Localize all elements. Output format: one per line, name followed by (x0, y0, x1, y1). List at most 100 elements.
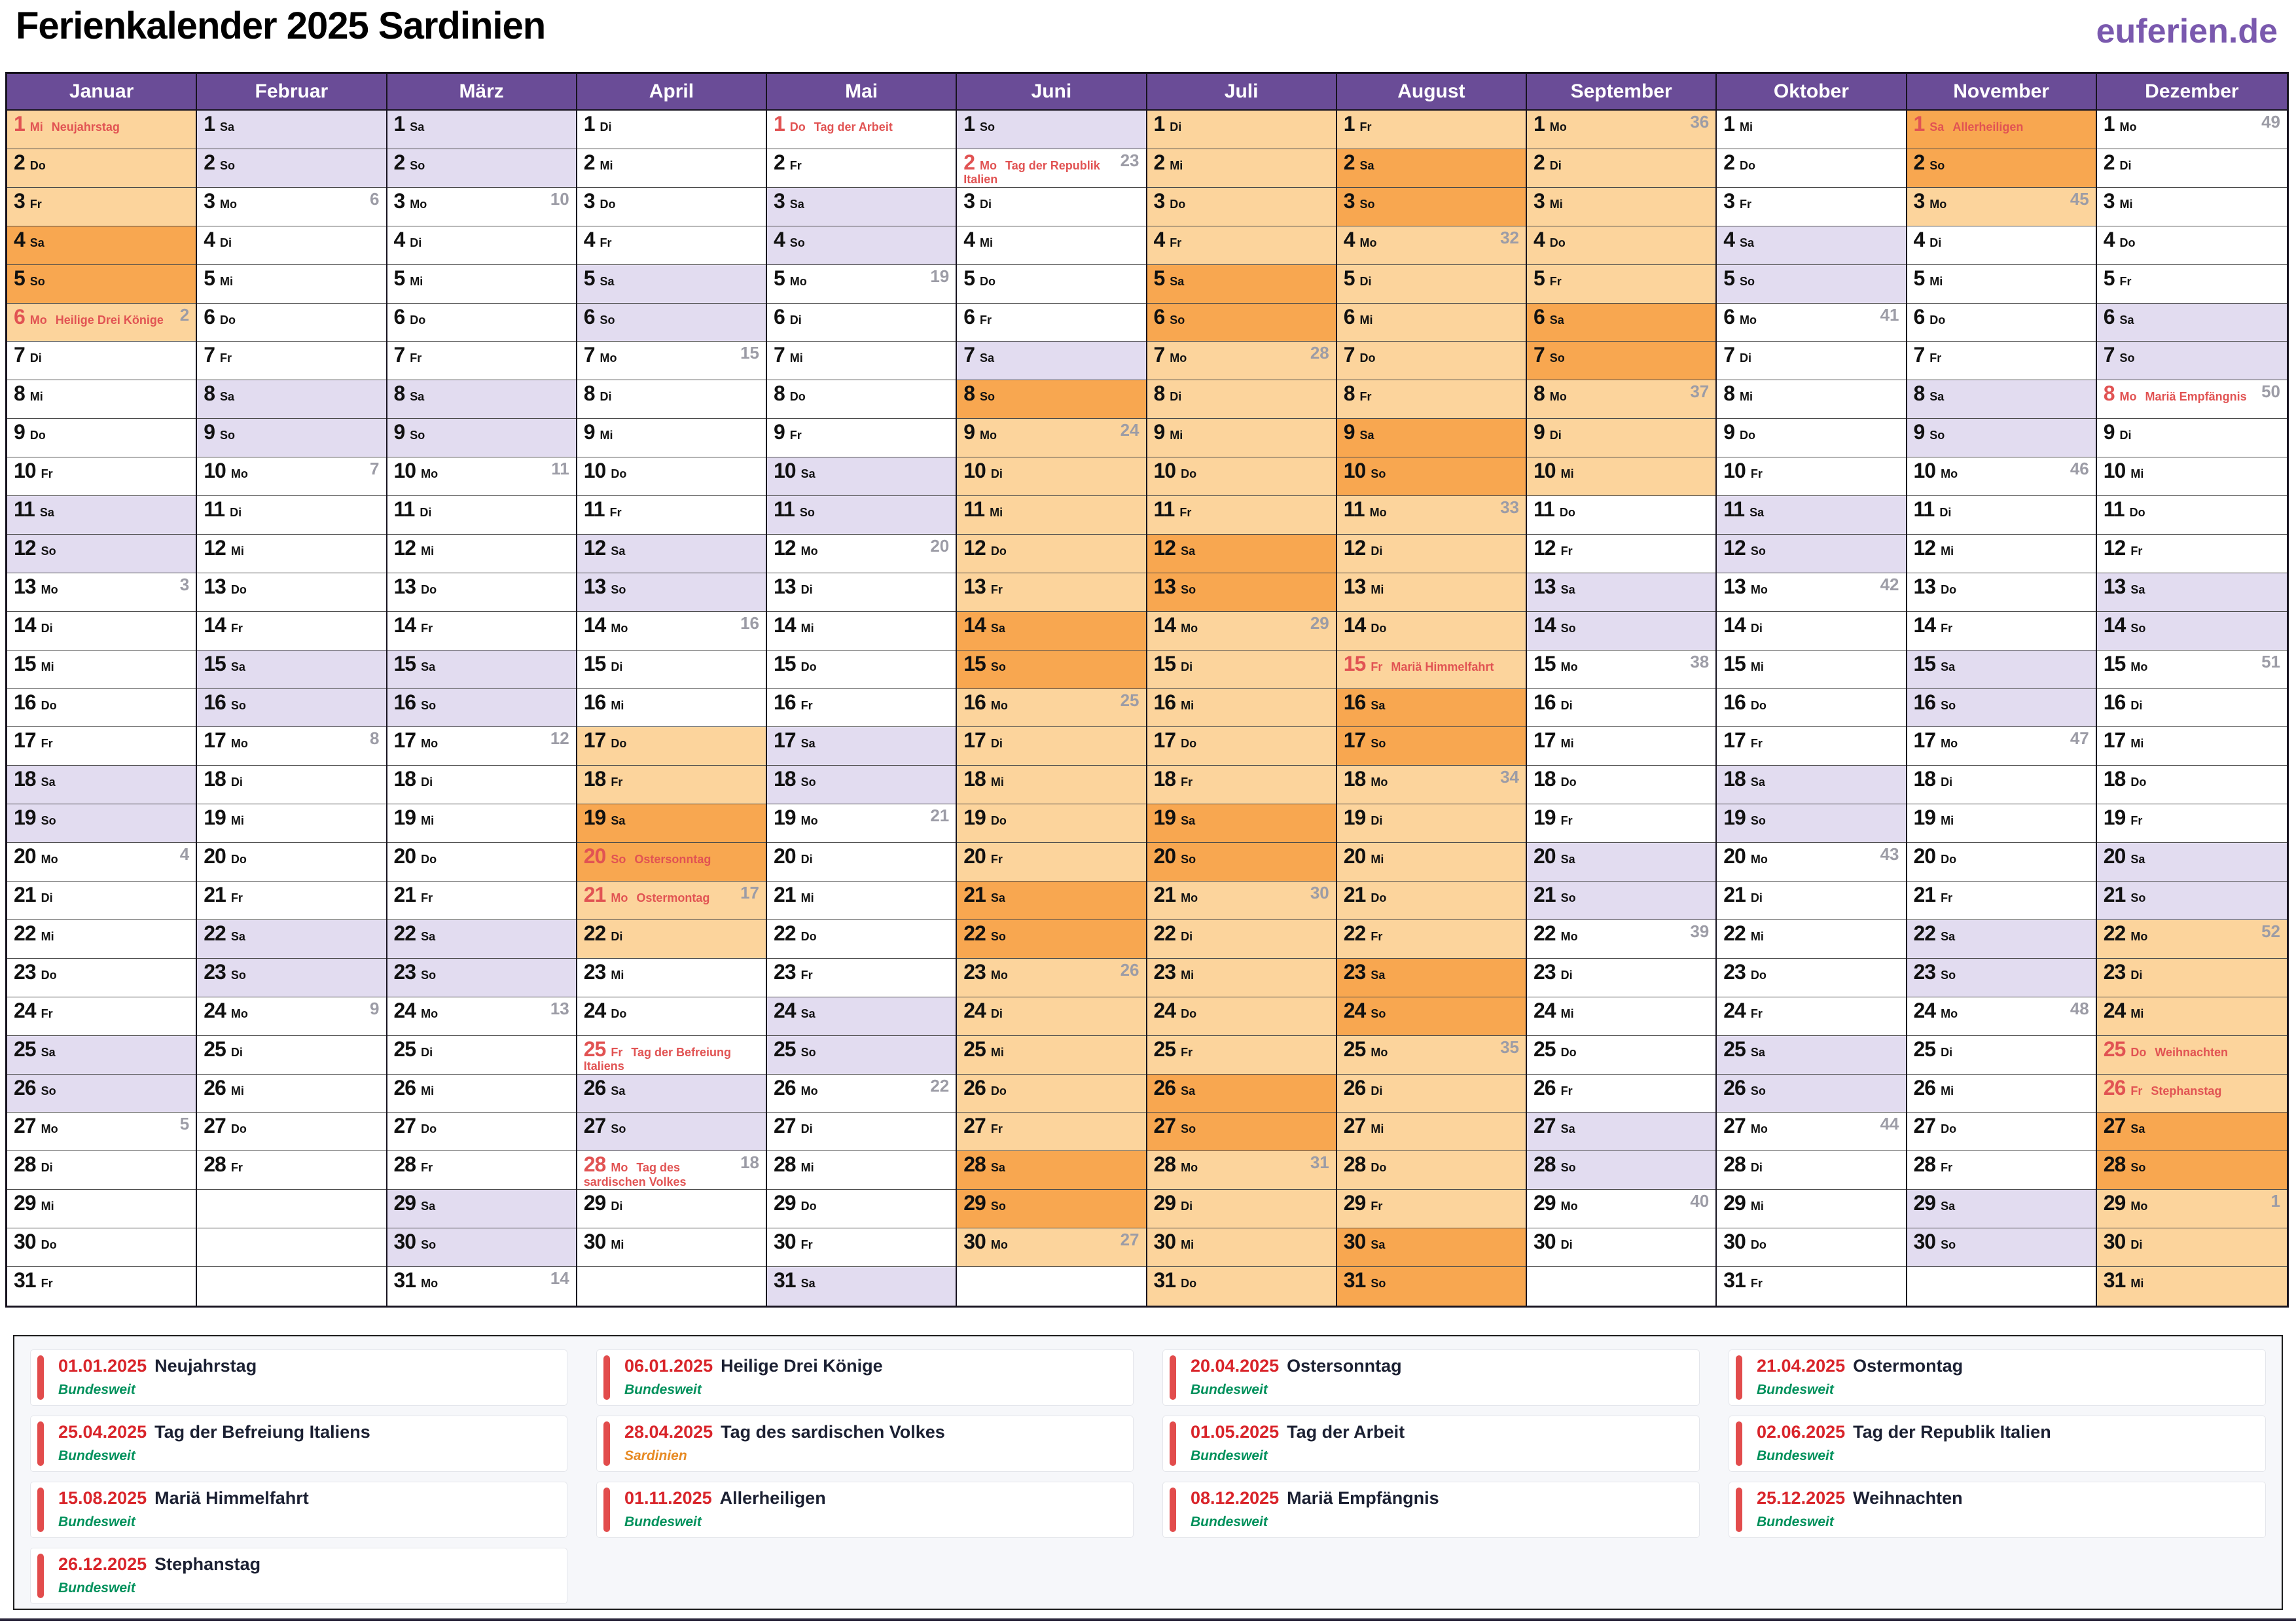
day-number: 19 (583, 806, 607, 830)
weekday-label: Fr (41, 1277, 53, 1291)
weekday-label: Mi (230, 544, 244, 558)
week-number: 49 (2261, 112, 2280, 132)
legend-date: 20.04.2025 (1191, 1356, 1280, 1376)
weekday-label: Fr (1740, 197, 1752, 211)
day-cell: 9 Fr (767, 419, 956, 458)
day-number: 10 (963, 459, 986, 483)
day-number: 17 (1534, 728, 1556, 753)
day-number: 1 (204, 112, 215, 135)
day-cell: 19 Mo 21 (767, 804, 956, 844)
day-number: 17 (583, 728, 607, 753)
weekday-label: Do (1750, 698, 1767, 712)
day-cell: 30 Di (1527, 1228, 1716, 1268)
day-cell: 1 Sa Allerheiligen (1907, 111, 2096, 149)
day-number: 22 (1913, 921, 1937, 945)
day-cell: 5 Sa (577, 264, 766, 304)
weekday-label: Mi (1181, 698, 1194, 712)
weekday-label: Fr (1750, 1277, 1763, 1291)
weekday-label: Do (1750, 968, 1767, 982)
day-cell: 3 Mo 10 (387, 187, 576, 226)
legend-date: 01.05.2025 (1191, 1422, 1280, 1442)
day-number: 10 (2103, 459, 2126, 483)
weekday-label: Sa (421, 660, 436, 673)
day-number: 29 (2103, 1191, 2126, 1215)
day-cell: 21 Mo 30 (1147, 882, 1336, 920)
weekday-label: Mi (600, 429, 613, 442)
day-cell: 25 Di (387, 1035, 576, 1075)
month-column: Mai 1 Do Tag der Arbeit 2 Fr 3 Sa 4 So 5 Mo 19 6 Di 7 Mi… (767, 74, 958, 1306)
weekday-label: Mo (230, 737, 248, 751)
legend-item: 01.05.2025 Tag der Arbeit Bundesweit (1162, 1416, 1700, 1472)
day-number: 10 (393, 459, 417, 483)
legend-region: Bundesweit (58, 1580, 135, 1596)
week-number: 26 (1120, 959, 1139, 980)
day-number: 7 (14, 343, 26, 367)
day-cell: 22 Mi (1717, 919, 1906, 959)
day-cell: 15 Sa (387, 650, 576, 689)
weekday-label: So (1181, 582, 1196, 596)
legend-region: Bundesweit (1757, 1382, 1834, 1397)
weekday-label: Sa (1929, 390, 1945, 404)
day-cell: 21 Fr (387, 882, 576, 920)
day-cell: 6 Sa (2096, 303, 2287, 342)
day-number: 11 (963, 497, 985, 522)
day-number: 15 (774, 651, 797, 675)
day-number: 13 (583, 574, 607, 598)
day-number: 16 (1534, 690, 1556, 714)
day-cell: 11 Do (2096, 496, 2287, 535)
month-column: Juli 1 Di 2 Mi 3 Do 4 Fr 5 Sa 6 So 7 Mo 28 8 Di 9 Mi 10 Do 11 F… (1147, 74, 1337, 1306)
day-number: 28 (1913, 1152, 1937, 1177)
day-cell: 13 Mi (1336, 573, 1526, 612)
day-number: 26 (963, 1075, 986, 1099)
weekday-label: Mo (1549, 390, 1567, 404)
weekday-label: Di (1929, 236, 1942, 249)
day-cell: 10 Sa (767, 457, 956, 497)
weekday-label: Fr (609, 506, 622, 520)
weekday-label: So (1371, 737, 1386, 751)
weekday-label: Sa (1941, 1200, 1956, 1213)
weekday-label: Mi (1929, 274, 1943, 288)
day-cell: 20 So (1147, 843, 1336, 882)
weekday-label: Do (220, 313, 236, 327)
day-number: 13 (1343, 574, 1367, 598)
day-cell: 22 Fr (1336, 919, 1526, 959)
day-number: 17 (1913, 728, 1937, 753)
day-number: 11 (204, 497, 225, 522)
weekday-label: Mi (611, 698, 624, 712)
day-number: 10 (14, 459, 37, 483)
day-cell: 24 Di (957, 997, 1146, 1036)
day-number: 31 (774, 1268, 797, 1293)
day-cell: 18 Fr (1147, 766, 1336, 805)
legend-item: 08.12.2025 Mariä Empfängnis Bundesweit (1162, 1482, 1700, 1538)
weekday-label: Mo (1560, 929, 1578, 943)
weekday-label: Di (1170, 120, 1182, 134)
day-cell: 25 Di (1907, 1035, 2096, 1075)
day-cell: 22 Mo 52 (2096, 919, 2287, 959)
day-cell: 9 So (1907, 419, 2096, 458)
weekday-label: Mi (980, 236, 994, 249)
day-cell: 5 Mi (1907, 264, 2096, 304)
day-number: 7 (583, 343, 596, 367)
day-number: 16 (14, 690, 37, 714)
weekday-label: Do (1181, 467, 1197, 481)
day-number: 12 (393, 535, 417, 560)
day-cell: 13 Mo 42 (1717, 573, 1906, 612)
day-number: 27 (774, 1114, 797, 1138)
day-cell: 3 Mo 6 (197, 187, 386, 226)
day-number: 1 (14, 112, 26, 135)
day-number: 12 (1343, 535, 1367, 560)
weekday-label: Sa (800, 1007, 816, 1020)
day-number: 27 (1723, 1114, 1746, 1138)
day-cell: 7 Fr (197, 342, 386, 381)
weekday-label: Sa (39, 506, 54, 520)
day-number: 13 (393, 574, 417, 598)
day-cell: 7 Sa (957, 342, 1146, 381)
day-number: 30 (1343, 1230, 1367, 1254)
day-cell: 19 Mi (197, 804, 386, 844)
holiday-label: Tag der Arbeit (814, 120, 893, 134)
day-cell: 14 Di (1717, 611, 1906, 651)
day-number: 14 (204, 613, 226, 637)
day-cell: 20 Do (197, 843, 386, 882)
week-number: 5 (179, 1114, 190, 1134)
day-cell: 1 Mi Neujahrstag (7, 111, 196, 149)
